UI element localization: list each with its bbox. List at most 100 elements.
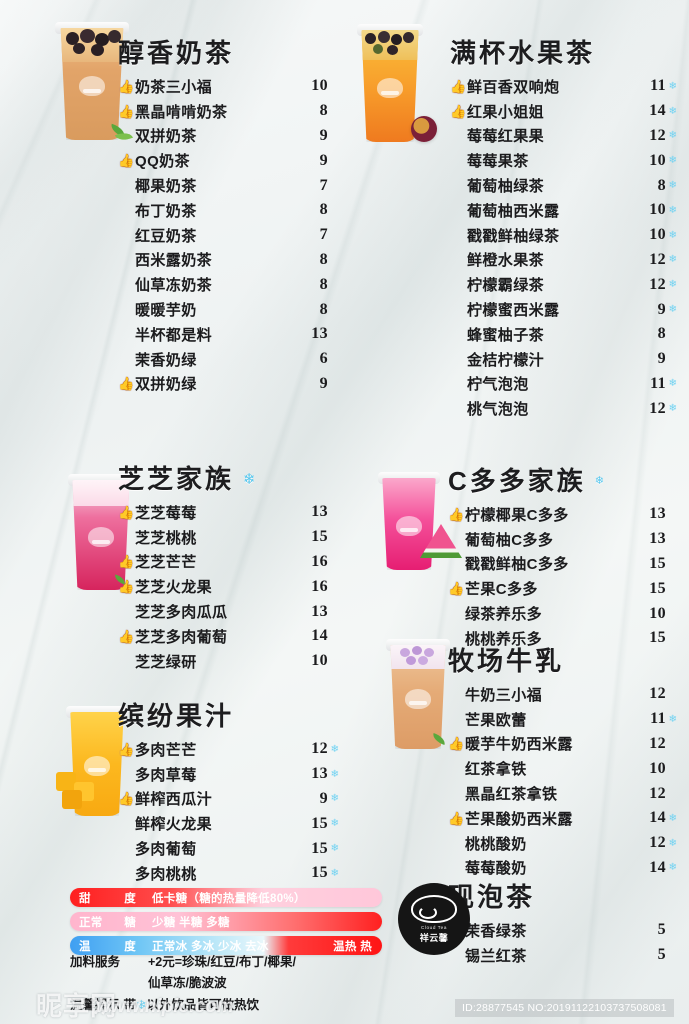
section-header: C多多家族 ❄ (448, 468, 680, 494)
section-header: 缤纷果汁 (118, 703, 342, 729)
cold-snowflake-icon: ❄ (668, 204, 678, 216)
item-price: 8 (319, 102, 328, 120)
taro-ball (400, 648, 410, 657)
menu-item[interactable]: 👍 多肉芒芒 12 ❄ (118, 737, 342, 762)
item-name: 葡萄柚绿茶 (467, 178, 545, 196)
item-price: 10 (311, 77, 328, 95)
item-price: 15 (649, 629, 666, 647)
cold-snowflake-icon: ❄ (668, 229, 678, 241)
item-price: 11 (650, 374, 666, 392)
cold-snowflake-icon: ❄ (668, 130, 678, 142)
item-name: 鲜榨火龙果 (135, 816, 213, 834)
cold-snowflake-icon: ❄ (135, 998, 147, 1012)
cold-snowflake-icon: ❄ (330, 768, 340, 780)
sugar-bar[interactable]: 正常 糖 少糖 半糖 多糖 (70, 912, 382, 931)
sugar-label-a: 正常 (79, 916, 103, 929)
topping (387, 45, 398, 55)
temperature-label-a: 温 (79, 940, 91, 953)
menu-item[interactable]: 👍 芒果酸奶西米露 14 ❄ (448, 806, 680, 831)
item-price: 10 (649, 604, 666, 622)
item-price: 13 (649, 530, 666, 548)
item-name: 莓莓红果果 (467, 128, 545, 146)
menu-item[interactable]: 👍 红果小姐姐 14 ❄ (450, 99, 680, 124)
item-name: 双拼奶茶 (135, 128, 197, 146)
item-name: 芝芝芒芒 (135, 554, 197, 572)
item-price: 12 (649, 834, 666, 852)
menu-item[interactable]: 👍 鲜榨西瓜汁 9 ❄ (118, 787, 342, 812)
item-name: 葡萄柚C多多 (465, 531, 554, 549)
item-name: 柠气泡泡 (467, 376, 529, 394)
temperature-bar[interactable]: 温 度 正常冰 多冰 少冰 去冰 温热 热 (70, 936, 382, 955)
cup-body (60, 28, 124, 140)
cold-snowflake-icon: ❄ (330, 867, 340, 879)
recommend-thumb-icon: 👍 (448, 506, 465, 522)
recommend-thumb-icon: 👍 (448, 736, 465, 752)
cup-image-zhizhi (67, 474, 135, 590)
menu-item[interactable]: 👍 鲜百香双响炮 11 ❄ (450, 74, 680, 99)
item-price: 8 (319, 250, 328, 268)
sweetness-bar[interactable]: 甜 度 低卡糖（糖的热量降低80%） (70, 888, 382, 907)
item-name: 奶茶三小福 (135, 78, 213, 96)
footer-id: ID:28877545 NO:20191122103737508081 (455, 999, 674, 1017)
item-name: 椰果奶茶 (135, 178, 197, 196)
section-title: 醇香奶茶 (118, 38, 235, 68)
cold-snowflake-icon: ❄ (594, 474, 607, 487)
item-price: 15 (311, 839, 328, 857)
section-title: C多多家族 (448, 466, 586, 496)
cloud-icon (411, 894, 457, 923)
topping (365, 33, 376, 44)
